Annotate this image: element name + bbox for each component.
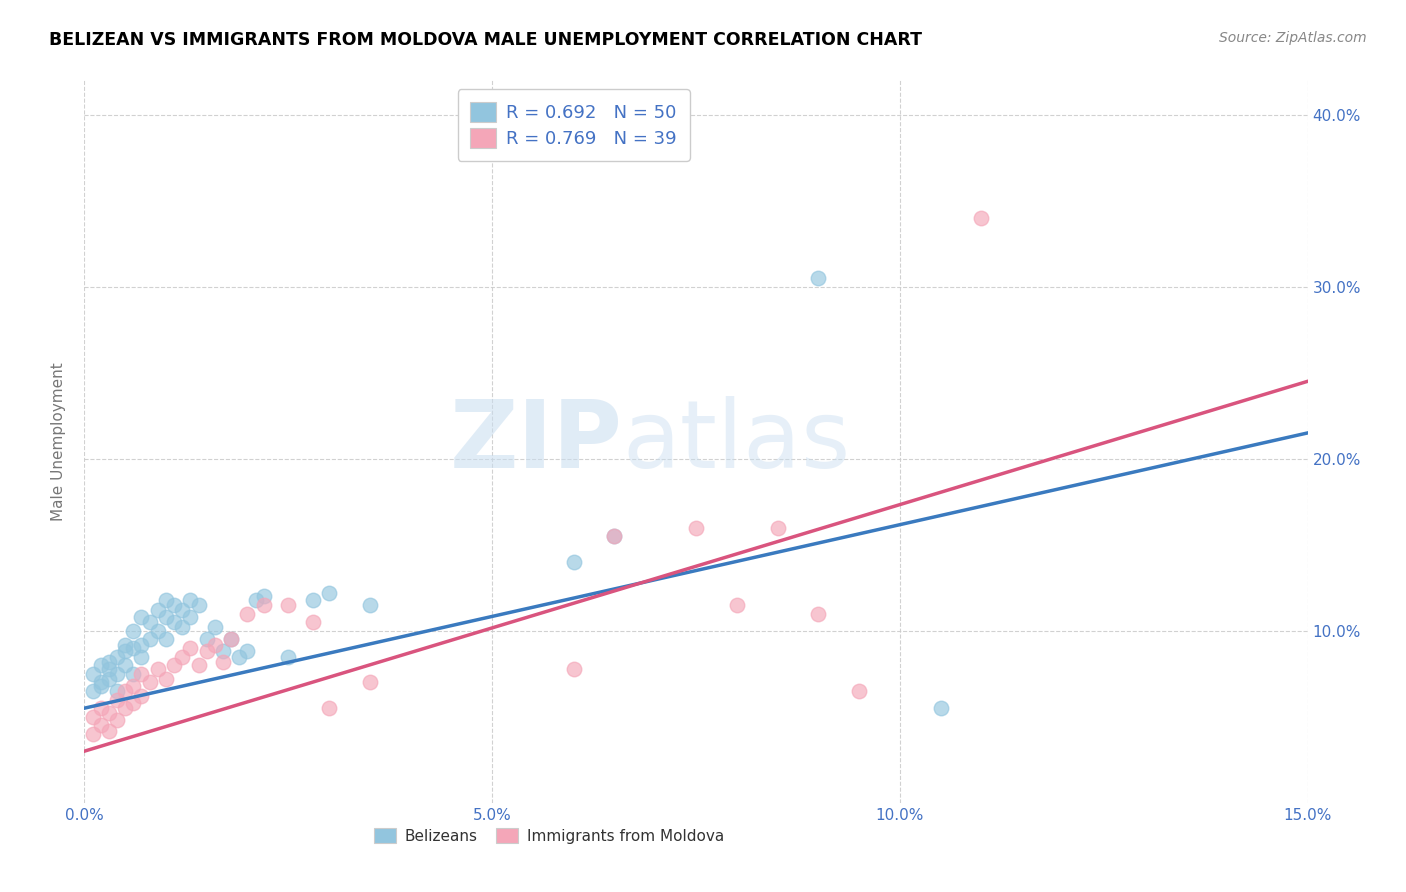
Point [187,658,209,673]
Point [131,610,153,624]
Point [131,689,153,703]
Point [155,592,177,607]
Point [122,679,145,693]
Point [219,632,242,647]
Point [122,666,145,681]
Point [131,638,153,652]
Point [146,662,169,676]
Point [195,644,218,658]
Point [97,662,120,676]
Point [155,632,177,647]
Point [277,598,299,612]
Point [562,662,585,676]
Point [277,649,299,664]
Point [603,529,626,543]
Point [301,592,323,607]
Point [82,666,104,681]
Point [245,592,267,607]
Point [318,586,340,600]
Point [212,655,235,669]
Point [82,710,104,724]
Point [122,640,145,655]
Point [105,692,128,706]
Point [90,701,112,715]
Point [848,684,870,698]
Point [163,615,186,630]
Point [105,666,128,681]
Point [204,638,226,652]
Point [82,684,104,698]
Point [114,684,136,698]
Point [236,607,259,621]
Point [146,624,169,638]
Point [122,624,145,638]
Point [122,696,145,710]
Point [187,598,209,612]
Point [807,607,830,621]
Point [204,620,226,634]
Point [97,655,120,669]
Text: ZIP: ZIP [450,395,623,488]
Point [253,590,276,604]
Point [236,644,259,658]
Point [172,603,194,617]
Point [163,598,186,612]
Point [114,701,136,715]
Point [172,649,194,664]
Point [90,718,112,732]
Point [131,649,153,664]
Point [562,555,585,569]
Point [97,706,120,721]
Point [359,675,381,690]
Point [155,672,177,686]
Point [219,632,242,647]
Point [138,632,160,647]
Point [970,211,993,225]
Point [179,610,201,624]
Point [179,640,201,655]
Point [685,520,707,534]
Point [163,658,186,673]
Point [228,649,250,664]
Point [603,529,626,543]
Point [146,603,169,617]
Point [90,675,112,690]
Point [929,701,952,715]
Point [807,271,830,285]
Point [97,723,120,738]
Point [725,598,748,612]
Point [105,684,128,698]
Point [114,638,136,652]
Text: atlas: atlas [623,395,851,488]
Point [131,666,153,681]
Legend: Belizeans, Immigrants from Moldova: Belizeans, Immigrants from Moldova [366,819,733,853]
Point [82,727,104,741]
Point [114,658,136,673]
Point [179,592,201,607]
Y-axis label: Male Unemployment: Male Unemployment [51,362,66,521]
Point [301,615,323,630]
Point [766,520,789,534]
Point [212,644,235,658]
Text: BELIZEAN VS IMMIGRANTS FROM MOLDOVA MALE UNEMPLOYMENT CORRELATION CHART: BELIZEAN VS IMMIGRANTS FROM MOLDOVA MALE… [49,31,922,49]
Point [105,649,128,664]
Text: Source: ZipAtlas.com: Source: ZipAtlas.com [1219,31,1367,45]
Point [114,644,136,658]
Point [138,615,160,630]
Point [195,632,218,647]
Point [318,701,340,715]
Point [155,610,177,624]
Point [359,598,381,612]
Point [105,713,128,727]
Point [138,675,160,690]
Point [90,679,112,693]
Point [172,620,194,634]
Point [253,598,276,612]
Point [90,658,112,673]
Point [97,672,120,686]
